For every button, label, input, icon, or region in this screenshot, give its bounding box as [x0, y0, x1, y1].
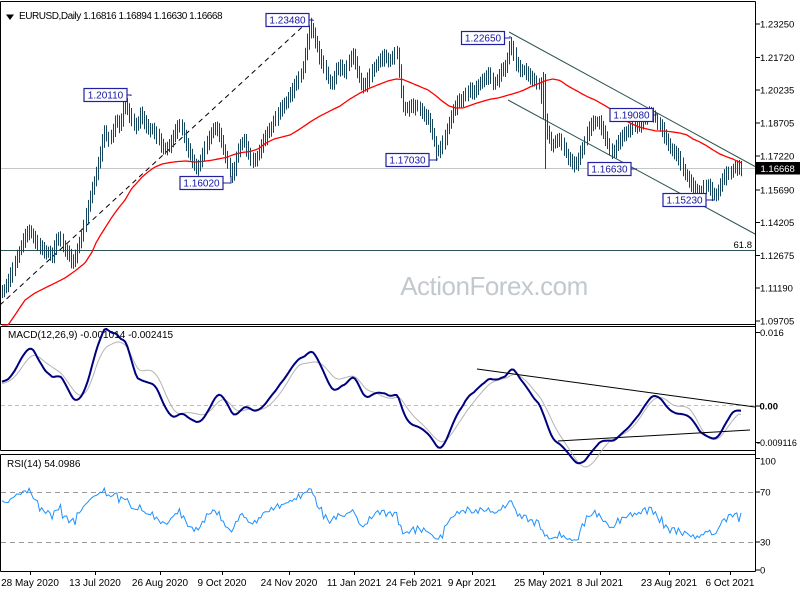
svg-text:1.21720: 1.21720 [760, 53, 794, 64]
svg-text:28 May 2020: 28 May 2020 [1, 578, 59, 589]
svg-text:1.16630: 1.16630 [591, 165, 628, 176]
svg-text:0: 0 [760, 565, 765, 576]
svg-text:70: 70 [760, 487, 771, 498]
svg-text:30: 30 [760, 537, 771, 548]
svg-text:11 Jan 2021: 11 Jan 2021 [327, 578, 382, 589]
svg-text:EURUSD,Daily 1.16816 1.16894: EURUSD,Daily 1.16816 1.16894 1.16630 1.1… [19, 11, 223, 22]
svg-text:1.20235: 1.20235 [760, 85, 794, 96]
svg-text:1.11190: 1.11190 [760, 283, 793, 294]
svg-text:MACD(12,26,9) -0.001014 -0.002: MACD(12,26,9) -0.001014 -0.002415 [8, 330, 174, 341]
svg-text:100: 100 [760, 456, 776, 467]
svg-text:23 Aug 2021: 23 Aug 2021 [641, 578, 698, 589]
svg-text:ActionForex.com: ActionForex.com [400, 271, 588, 301]
svg-text:1.23480: 1.23480 [269, 16, 306, 27]
svg-text:1.18705: 1.18705 [760, 118, 794, 129]
svg-text:8 Jul 2021: 8 Jul 2021 [577, 578, 624, 589]
svg-text:24 Feb 2021: 24 Feb 2021 [386, 578, 443, 589]
svg-text:1.17030: 1.17030 [389, 156, 426, 167]
svg-text:-0.009116: -0.009116 [757, 438, 797, 448]
svg-text:61.8: 61.8 [734, 240, 753, 251]
svg-text:1.22650: 1.22650 [465, 34, 502, 45]
svg-text:9 Apr 2021: 9 Apr 2021 [448, 578, 497, 589]
svg-text:1.20110: 1.20110 [88, 91, 124, 102]
svg-text:9 Oct 2020: 9 Oct 2020 [198, 578, 247, 589]
svg-text:0.016: 0.016 [760, 328, 784, 339]
svg-text:1.14205: 1.14205 [760, 218, 794, 229]
svg-text:6 Oct 2021: 6 Oct 2021 [706, 578, 755, 589]
svg-text:1.23250: 1.23250 [760, 19, 794, 30]
svg-text:1.16668: 1.16668 [761, 164, 795, 175]
svg-text:1.15230: 1.15230 [666, 196, 703, 207]
svg-text:26 Aug 2020: 26 Aug 2020 [132, 578, 189, 589]
svg-text:1.16020: 1.16020 [183, 179, 220, 190]
svg-text:1.17220: 1.17220 [760, 151, 794, 162]
svg-text:0.00: 0.00 [760, 401, 779, 412]
svg-text:1.15690: 1.15690 [760, 185, 794, 196]
svg-text:25 May 2021: 25 May 2021 [514, 578, 572, 589]
svg-text:13 Jul 2020: 13 Jul 2020 [69, 578, 121, 589]
svg-text:24 Nov 2020: 24 Nov 2020 [261, 578, 318, 589]
svg-text:1.19080: 1.19080 [613, 111, 650, 122]
svg-text:1.09705: 1.09705 [760, 316, 794, 327]
svg-text:1.12675: 1.12675 [760, 251, 794, 262]
svg-text:RSI(14) 54.0986: RSI(14) 54.0986 [7, 459, 81, 470]
